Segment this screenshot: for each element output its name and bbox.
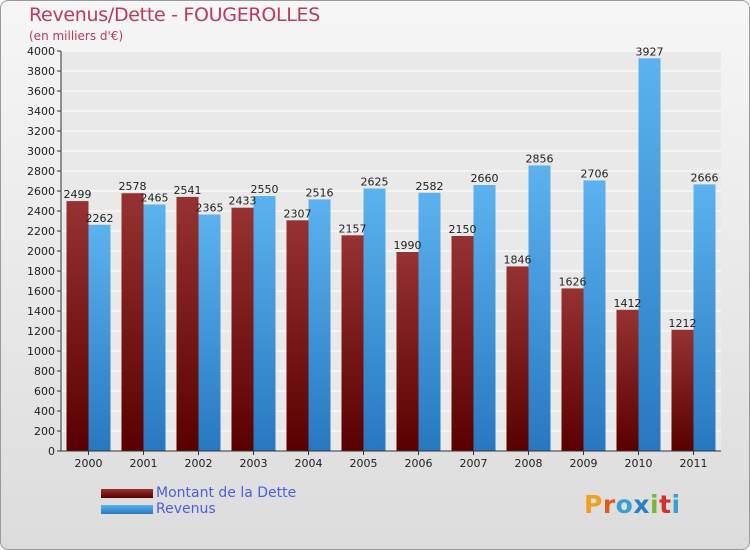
y-tick-label: 1600 xyxy=(27,285,55,298)
proxiti-logo: Proxiti xyxy=(584,490,681,519)
logo-letter: o xyxy=(615,490,634,519)
y-tick-label: 2200 xyxy=(27,225,55,238)
data-label-revenue-2011: 2666 xyxy=(691,171,719,184)
legend-swatch-debt xyxy=(101,489,153,498)
bar-revenue-2000 xyxy=(88,224,111,451)
y-tick-label: 400 xyxy=(34,405,55,418)
bar-revenue-2002 xyxy=(198,214,221,451)
bar-revenue-2003 xyxy=(253,196,276,451)
logo-letter: t xyxy=(659,490,672,519)
data-label-debt-2006: 1990 xyxy=(394,239,422,252)
data-label-debt-2000: 2499 xyxy=(64,188,92,201)
y-tick-label: 1200 xyxy=(27,325,55,338)
y-tick-label: 2600 xyxy=(27,185,55,198)
y-tick-label: 800 xyxy=(34,365,55,378)
bar-revenue-2011 xyxy=(693,184,716,451)
data-label-revenue-2008: 2856 xyxy=(526,152,554,165)
legend-swatch-revenue xyxy=(101,505,153,514)
data-label-debt-2007: 2150 xyxy=(449,223,477,236)
data-label-revenue-2006: 2582 xyxy=(416,180,444,193)
logo-letter: P xyxy=(584,490,603,519)
data-label-debt-2004: 2307 xyxy=(284,207,312,220)
chart-title: Revenus/Dette - FOUGEROLLES xyxy=(29,4,321,26)
bar-revenue-2006 xyxy=(418,192,441,452)
x-tick-label: 2004 xyxy=(295,457,323,470)
data-label-debt-2003: 2433 xyxy=(229,195,257,208)
bar-debt-2001 xyxy=(121,193,144,451)
data-label-revenue-2001: 2465 xyxy=(141,192,169,205)
data-label-revenue-2000: 2262 xyxy=(86,212,114,225)
data-label-debt-2009: 1626 xyxy=(559,275,587,288)
x-tick-label: 2000 xyxy=(75,457,103,470)
x-tick-label: 2008 xyxy=(515,457,543,470)
y-tick-label: 1000 xyxy=(27,345,55,358)
data-label-debt-2005: 2157 xyxy=(339,222,367,235)
data-label-revenue-2009: 2706 xyxy=(581,167,609,180)
y-tick-label: 1800 xyxy=(27,265,55,278)
data-label-revenue-2004: 2516 xyxy=(306,186,334,199)
data-label-debt-2002: 2541 xyxy=(174,184,202,197)
bar-revenue-2005 xyxy=(363,188,386,451)
x-tick-label: 2005 xyxy=(350,457,378,470)
bar-debt-2002 xyxy=(176,196,199,451)
y-tick-label: 3200 xyxy=(27,125,55,138)
data-label-revenue-2003: 2550 xyxy=(251,183,279,196)
x-tick-label: 2002 xyxy=(185,457,213,470)
logo-letter: r xyxy=(602,490,616,519)
logo-letter: i xyxy=(650,490,660,519)
y-tick-label: 3400 xyxy=(27,105,55,118)
bar-debt-2007 xyxy=(451,236,474,451)
data-label-debt-2011: 1212 xyxy=(669,317,697,330)
legend-label-debt: Montant de la Dette xyxy=(156,485,297,501)
x-tick-label: 2006 xyxy=(405,457,433,470)
bar-debt-2003 xyxy=(231,207,254,451)
data-label-revenue-2010: 3927 xyxy=(636,45,664,58)
data-label-debt-2008: 1846 xyxy=(504,253,532,266)
data-label-revenue-2007: 2660 xyxy=(471,172,499,185)
y-tick-label: 600 xyxy=(34,385,55,398)
x-tick-label: 2003 xyxy=(240,457,268,470)
data-label-revenue-2005: 2625 xyxy=(361,176,389,189)
y-tick-label: 3000 xyxy=(27,145,55,158)
y-tick-label: 1400 xyxy=(27,305,55,318)
logo-letter: x xyxy=(633,490,650,519)
bar-revenue-2010 xyxy=(638,58,661,452)
x-tick-label: 2009 xyxy=(570,457,598,470)
y-tick-label: 3800 xyxy=(27,65,55,78)
bar-debt-2011 xyxy=(671,329,694,451)
x-tick-label: 2001 xyxy=(130,457,158,470)
y-tick-label: 2800 xyxy=(27,165,55,178)
data-label-revenue-2002: 2365 xyxy=(196,202,224,215)
logo-letter: i xyxy=(671,490,681,519)
y-tick-label: 4000 xyxy=(27,45,55,58)
bar-debt-2010 xyxy=(616,309,639,451)
bar-debt-2009 xyxy=(561,288,584,451)
data-label-debt-2001: 2578 xyxy=(119,180,147,193)
bar-revenue-2008 xyxy=(528,165,551,451)
x-tick-label: 2007 xyxy=(460,457,488,470)
y-tick-label: 2000 xyxy=(27,245,55,258)
bar-debt-2006 xyxy=(396,252,419,451)
bar-debt-2004 xyxy=(286,220,309,451)
y-tick-label: 2400 xyxy=(27,205,55,218)
legend-label-revenue: Revenus xyxy=(156,501,216,517)
x-tick-label: 2011 xyxy=(680,457,708,470)
bar-debt-2000 xyxy=(66,201,89,451)
x-tick-label: 2010 xyxy=(625,457,653,470)
bar-debt-2008 xyxy=(506,266,529,451)
y-tick-label: 200 xyxy=(34,425,55,438)
bar-debt-2005 xyxy=(341,235,364,451)
bar-revenue-2001 xyxy=(143,204,166,451)
bar-revenue-2009 xyxy=(583,180,606,451)
y-tick-label: 3600 xyxy=(27,85,55,98)
bar-revenue-2004 xyxy=(308,199,331,451)
data-label-debt-2010: 1412 xyxy=(614,297,642,310)
bar-revenue-2007 xyxy=(473,185,496,451)
chart-subtitle: (en milliers d'€) xyxy=(29,29,124,43)
y-tick-label: 0 xyxy=(48,445,55,458)
